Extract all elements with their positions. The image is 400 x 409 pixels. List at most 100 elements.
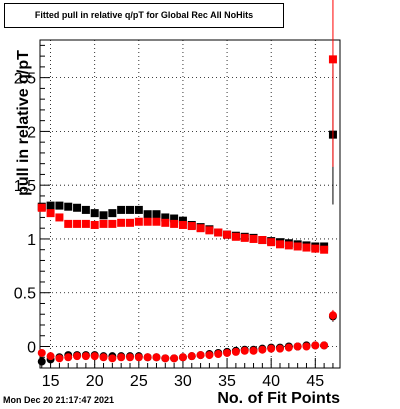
red-circle-point bbox=[249, 346, 258, 355]
black-square-point bbox=[143, 210, 152, 219]
red-square-point bbox=[284, 241, 293, 250]
y-axis-label: pull in relative q/pT bbox=[15, 50, 32, 196]
red-square-point bbox=[55, 213, 64, 222]
black-square-point bbox=[46, 201, 55, 210]
red-circle-point bbox=[99, 353, 108, 362]
y-tick-label: 1.5 bbox=[14, 178, 36, 195]
black-square-point bbox=[126, 205, 134, 214]
x-tick-label: 20 bbox=[86, 373, 104, 390]
red-circle-point bbox=[258, 345, 267, 354]
x-tick-label: 30 bbox=[174, 373, 192, 390]
red-circle-point bbox=[223, 348, 232, 357]
black-square-point bbox=[152, 210, 161, 219]
red-square-point bbox=[320, 245, 329, 254]
red-circle-point bbox=[117, 353, 126, 362]
black-square-point bbox=[108, 209, 117, 218]
y-tick-label: 0.5 bbox=[14, 286, 36, 303]
red-circle-point bbox=[108, 354, 117, 363]
red-square-point bbox=[134, 217, 143, 226]
x-tick-label: 35 bbox=[218, 373, 236, 390]
red-square-point bbox=[108, 219, 117, 228]
red-circle-point bbox=[170, 354, 179, 363]
red-circle-point bbox=[134, 353, 143, 362]
red-circle-point bbox=[81, 352, 90, 361]
black-square-point bbox=[134, 205, 143, 214]
red-square-point bbox=[187, 222, 196, 231]
red-square-point bbox=[293, 242, 302, 251]
data-points bbox=[37, 0, 337, 366]
red-square-point bbox=[240, 233, 249, 242]
red-circle-point bbox=[328, 311, 337, 320]
red-circle-point bbox=[126, 353, 134, 362]
timestamp: Mon Dec 20 21:17:47 2021 bbox=[3, 395, 115, 405]
red-circle-point bbox=[187, 352, 196, 361]
black-square-point bbox=[99, 211, 108, 220]
red-circle-point bbox=[143, 353, 152, 362]
red-circle-point bbox=[64, 353, 73, 362]
red-circle-point bbox=[46, 352, 55, 361]
plot-frame bbox=[39, 39, 341, 369]
black-square-point bbox=[55, 201, 64, 210]
red-circle-point bbox=[90, 352, 99, 361]
red-circle-point bbox=[37, 348, 46, 357]
red-circle-point bbox=[161, 354, 170, 363]
y-tick-label: 2.5 bbox=[14, 71, 36, 88]
red-square-point bbox=[64, 219, 73, 228]
red-square-point bbox=[267, 238, 276, 247]
red-square-point bbox=[117, 218, 126, 227]
y-tick-label: 2 bbox=[27, 124, 36, 141]
red-square-point bbox=[143, 217, 152, 226]
red-square-point bbox=[258, 236, 267, 245]
title-box: Fitted pull in relative q/pT for Global … bbox=[4, 3, 284, 28]
x-tick-label: 40 bbox=[262, 373, 280, 390]
red-square-point bbox=[37, 203, 46, 212]
red-circle-point bbox=[231, 347, 240, 356]
red-square-point bbox=[170, 219, 179, 228]
red-circle-point bbox=[267, 344, 276, 353]
red-circle-point bbox=[196, 351, 205, 360]
chart-title: Fitted pull in relative q/pT for Global … bbox=[34, 10, 254, 20]
red-square-point bbox=[73, 219, 82, 228]
red-circle-point bbox=[293, 342, 302, 351]
black-square-point bbox=[81, 205, 90, 214]
red-circle-point bbox=[320, 341, 329, 350]
red-square-point bbox=[214, 228, 223, 237]
red-square-point bbox=[311, 244, 320, 253]
red-circle-point bbox=[178, 353, 187, 362]
black-square-point bbox=[170, 214, 179, 223]
black-square-point bbox=[90, 209, 99, 218]
x-tick-label: 15 bbox=[42, 373, 60, 390]
red-circle-point bbox=[214, 350, 223, 359]
red-square-point bbox=[126, 218, 134, 227]
red-square-point bbox=[152, 217, 161, 226]
red-square-point bbox=[302, 243, 311, 252]
red-circle-point bbox=[276, 344, 284, 353]
red-square-point bbox=[178, 220, 187, 229]
red-square-point bbox=[223, 230, 232, 239]
x-tick-label: 45 bbox=[306, 373, 324, 390]
red-circle-point bbox=[73, 352, 82, 361]
red-square-point bbox=[99, 219, 108, 228]
red-square-point bbox=[276, 240, 284, 249]
axis-ticks bbox=[40, 44, 334, 369]
black-circle-point bbox=[37, 357, 46, 366]
red-circle-point bbox=[302, 342, 311, 351]
red-square-point bbox=[90, 220, 99, 229]
y-tick-label: 1 bbox=[27, 232, 36, 249]
red-square-point bbox=[161, 218, 170, 227]
red-circle-point bbox=[205, 351, 214, 360]
tick-labels: 15 20 25 30 35 40 45 0 0.5 1 1.5 2 2.5 bbox=[14, 71, 325, 390]
red-square-point bbox=[205, 226, 214, 235]
grid-lines bbox=[40, 40, 340, 368]
black-square-point bbox=[117, 205, 126, 214]
black-square-point bbox=[161, 213, 170, 222]
red-square-point bbox=[249, 234, 258, 243]
red-square-point bbox=[328, 55, 337, 64]
black-square-point bbox=[64, 202, 73, 211]
red-circle-point bbox=[284, 343, 293, 352]
x-axis-label: No. of Fit Points bbox=[217, 390, 340, 407]
red-square-point bbox=[46, 209, 55, 218]
red-circle-point bbox=[240, 346, 249, 355]
red-circle-point bbox=[311, 341, 320, 350]
